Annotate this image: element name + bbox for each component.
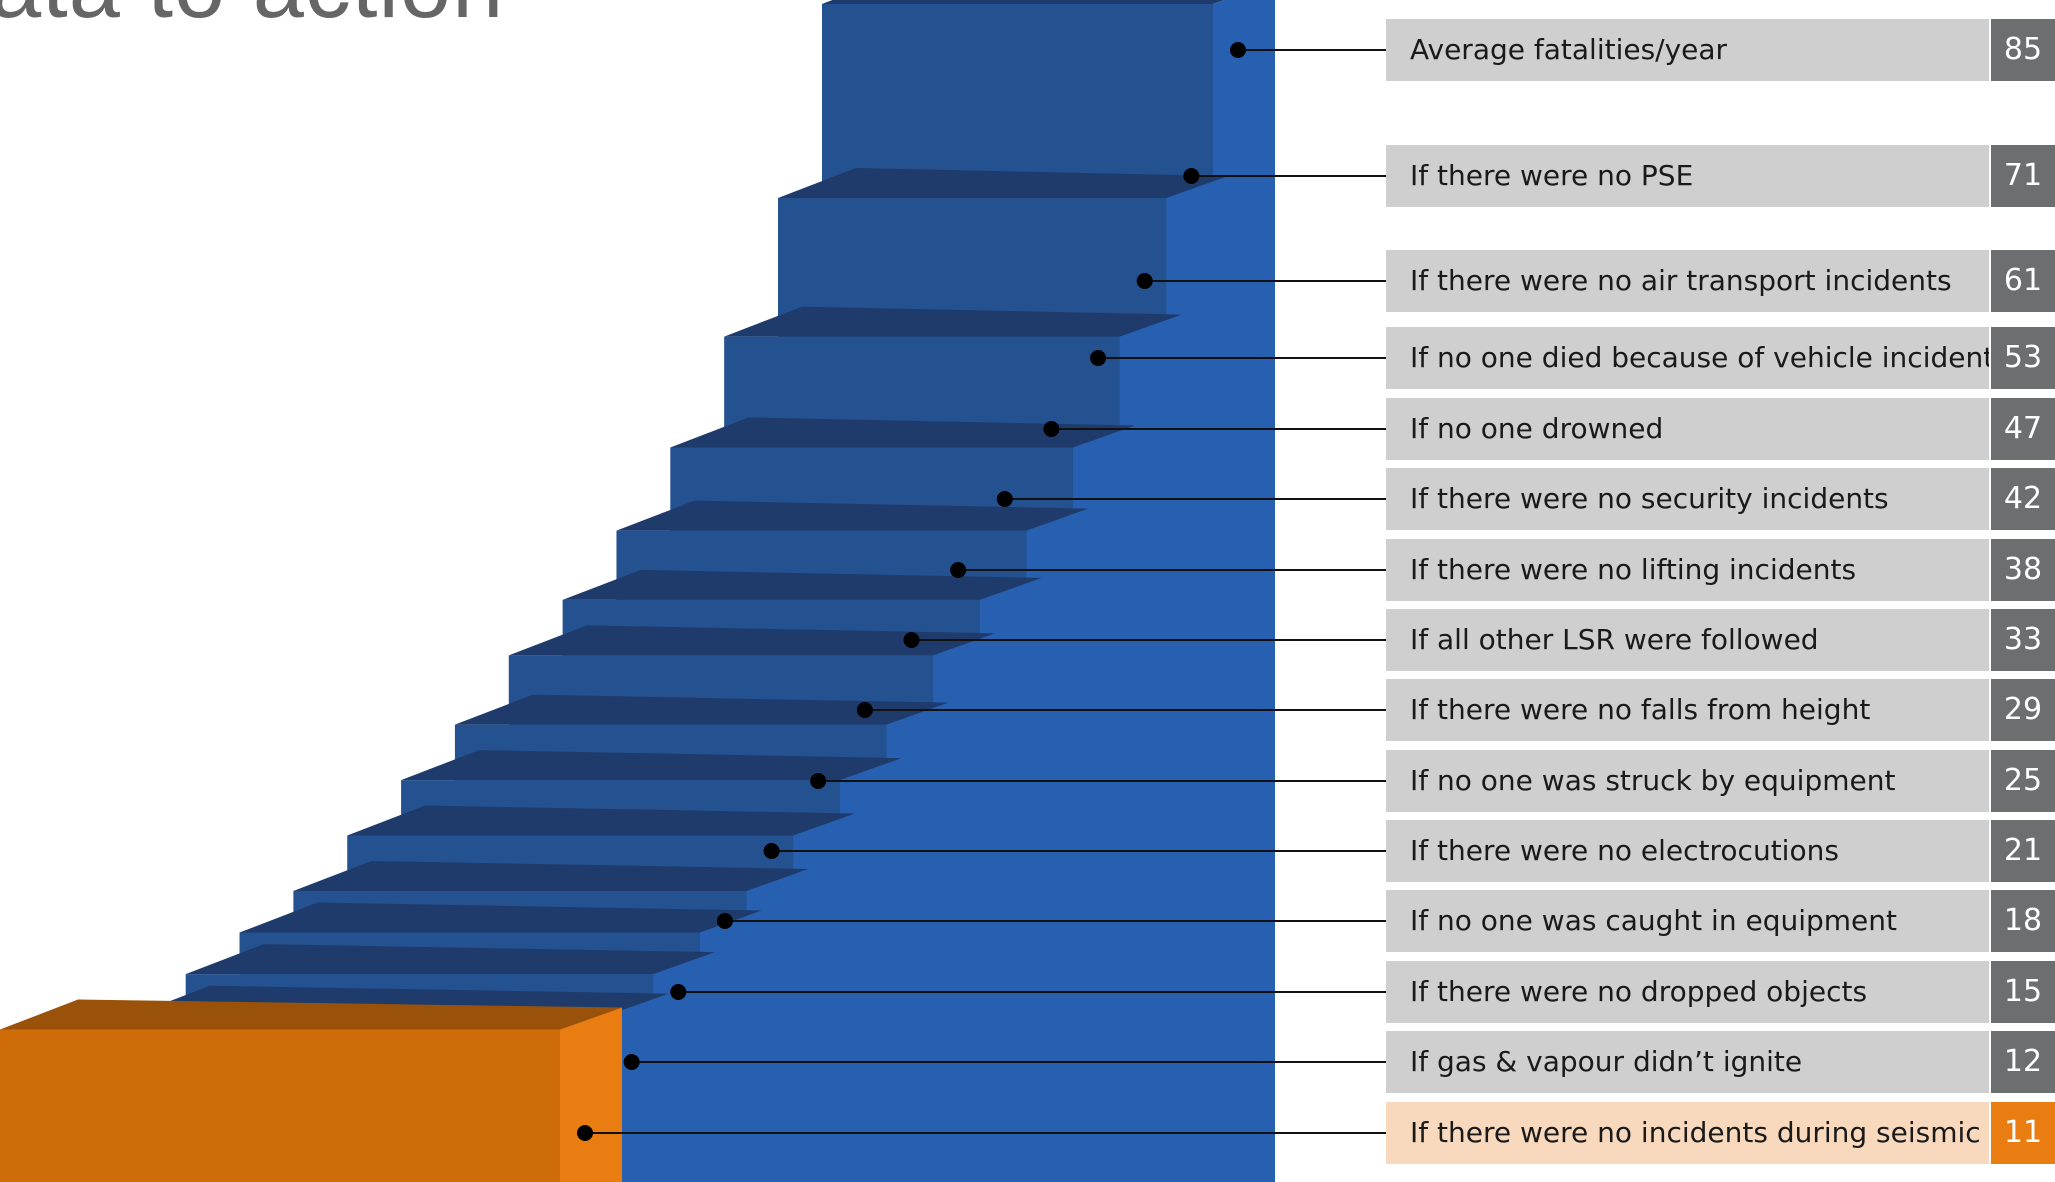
leader-dot-14 — [623, 1054, 640, 1070]
step-top-15 — [0, 999, 622, 1030]
step-side-3 — [1119, 314, 1182, 1182]
value-label-5: 47 — [1991, 398, 2055, 460]
category-label-6: If there were no security incidents — [1386, 468, 1989, 530]
category-label-1: Average fatalities/year — [1386, 19, 1989, 81]
step-side-12 — [699, 910, 762, 1182]
step-side-9 — [839, 758, 902, 1182]
step-side-1 — [1213, 0, 1275, 1182]
leader-dot-15 — [577, 1125, 593, 1141]
step-side-13 — [653, 952, 716, 1182]
category-label-12: If no one was caught in equipment — [1386, 890, 1989, 952]
value-label-7: 38 — [1991, 539, 2055, 601]
leader-dot-1 — [1230, 42, 1246, 58]
value-label-6: 42 — [1991, 468, 2055, 530]
category-label-15: If there were no incidents during seismi… — [1386, 1102, 1989, 1164]
value-label-8: 33 — [1991, 609, 2055, 671]
value-label-15: 11 — [1991, 1102, 2055, 1164]
category-label-5: If no one drowned — [1386, 398, 1989, 460]
step-top-11 — [293, 860, 809, 891]
step-side-15 — [560, 1007, 622, 1182]
category-label-13: If there were no dropped objects — [1386, 961, 1989, 1023]
value-label-14: 12 — [1991, 1031, 2055, 1093]
leader-dot-2 — [1183, 168, 1200, 184]
category-label-4: If no one died because of vehicle incide… — [1386, 327, 1989, 389]
step-bar-15 — [0, 1029, 560, 1182]
step-top-12 — [239, 902, 762, 933]
leader-dot-11 — [763, 843, 780, 859]
step-top-1 — [822, 0, 1225, 4]
category-label-3: If there were no air transport incidents — [1386, 250, 1989, 312]
value-label-2: 71 — [1991, 145, 2055, 207]
category-label-9: If there were no falls from height — [1386, 679, 1989, 741]
step-top-7 — [508, 625, 996, 656]
value-label-13: 15 — [1991, 961, 2055, 1023]
leader-dot-6 — [996, 491, 1013, 507]
step-side-7 — [933, 633, 996, 1182]
step-top-5 — [616, 500, 1089, 531]
category-label-11: If there were no electrocutions — [1386, 820, 1989, 882]
value-label-10: 25 — [1991, 750, 2055, 812]
step-top-4 — [670, 417, 1136, 448]
step-top-8 — [454, 694, 949, 725]
leader-dot-9 — [856, 702, 873, 718]
leader-dot-8 — [903, 632, 920, 648]
step-side-14 — [606, 993, 669, 1182]
step-top-13 — [185, 944, 716, 975]
leader-dot-10 — [810, 773, 827, 789]
value-label-3: 61 — [1991, 250, 2055, 312]
category-label-10: If no one was struck by equipment — [1386, 750, 1989, 812]
step-top-6 — [562, 569, 1042, 600]
leader-dot-3 — [1136, 273, 1153, 289]
step-side-5 — [1026, 508, 1089, 1182]
leader-dot-4 — [1090, 350, 1107, 366]
step-side-6 — [979, 577, 1042, 1182]
page-title-fragment: ata to action — [0, 0, 504, 39]
value-label-11: 21 — [1991, 820, 2055, 882]
leader-dot-7 — [950, 562, 967, 578]
value-label-4: 53 — [1991, 327, 2055, 389]
leader-dot-5 — [1043, 421, 1060, 437]
category-label-7: If there were no lifting incidents — [1386, 539, 1989, 601]
step-side-11 — [746, 868, 809, 1182]
category-label-8: If all other LSR were followed — [1386, 609, 1989, 671]
step-top-3 — [724, 306, 1182, 337]
category-label-14: If gas & vapour didn’t ignite — [1386, 1031, 1989, 1093]
step-side-10 — [793, 813, 856, 1182]
leader-dot-13 — [670, 984, 687, 1000]
step-top-2 — [778, 168, 1229, 199]
step-side-2 — [1166, 176, 1229, 1182]
value-label-12: 18 — [1991, 890, 2055, 952]
category-label-2: If there were no PSE — [1386, 145, 1989, 207]
step-top-10 — [347, 805, 856, 836]
value-label-1: 85 — [1991, 19, 2055, 81]
step-top-9 — [401, 750, 902, 781]
value-label-9: 29 — [1991, 679, 2055, 741]
leader-dot-12 — [716, 913, 733, 929]
